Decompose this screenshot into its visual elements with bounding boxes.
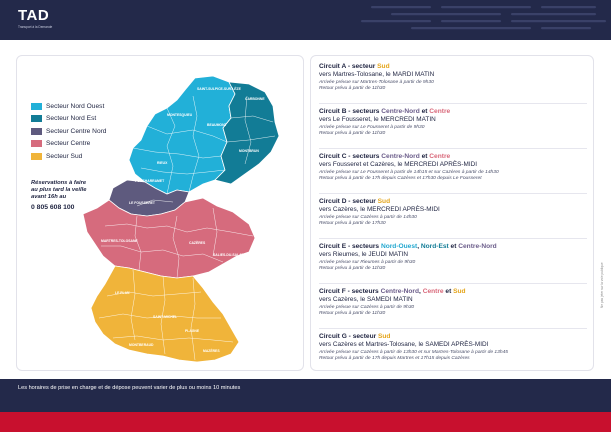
town-label: POUCHARRAMET	[135, 179, 165, 183]
legend-label: Secteur Centre Nord	[46, 127, 107, 135]
divider	[319, 148, 587, 149]
legend-label: Secteur Sud	[46, 152, 83, 160]
town-label: PLAGNE	[185, 329, 200, 333]
town-label: MAZÈRES	[203, 348, 220, 353]
circuit-arrival: Arrivée prévue sur Cazères à partir de 9…	[319, 304, 415, 310]
town-label: CARBONNE	[245, 97, 265, 101]
sector-sud	[90, 265, 240, 363]
town-label: SALIES-DU-SALAT	[213, 253, 244, 257]
circuit-destination: vers Martres-Tolosane, le MARDI MATIN	[319, 71, 435, 78]
circuit-return: Retour prévu à partir de 11h30	[319, 85, 386, 91]
circuit-arrival: Arrivée prévue sur Rieumes à partir de 9…	[319, 259, 416, 265]
circuit-d: Circuit D - secteur Sud vers Cazères, le…	[319, 195, 587, 229]
legend-label: Secteur Centre	[46, 140, 91, 148]
circuit-destination: vers Le Fousseret, le MERCREDI MATIN	[319, 116, 436, 123]
vertical-note: Ne pas jeter sur la voie publique	[600, 262, 604, 308]
town-label: CAZÈRES	[189, 240, 206, 245]
circuit-arrival: Arrivée prévue sur Cazères à partir de 1…	[319, 349, 509, 355]
legend-item-sud: Secteur Sud	[31, 150, 106, 163]
circuit-return: Retour prévu à partir de 11h30	[319, 310, 386, 316]
circuit-destination: vers Rieumes, le JEUDI MATIN	[319, 251, 409, 258]
legend-item-nord-est: Secteur Nord Est	[31, 113, 106, 126]
divider	[319, 328, 587, 329]
legend-item-centre-nord: Secteur Centre Nord	[31, 125, 106, 138]
circuit-return: Retour prévu à partir de 17h30	[319, 220, 386, 226]
circuit-c: Circuit C - secteurs Centre-Nord et Cent…	[319, 150, 587, 184]
town-label: SAINT-SULPICE-SUR-LÈZE	[197, 86, 242, 91]
circuit-f: Circuit F - secteurs Centre-Nord, Centre…	[319, 285, 587, 319]
town-label: MONTESQUIEU	[167, 113, 193, 117]
circuit-return: Retour prévu à partir de 17h depuis Cazè…	[319, 175, 482, 181]
circuit-arrival: Arrivée prévue sur Le Fousseret à partir…	[319, 124, 425, 130]
circuit-return: Retour prévu à partir de 17h depuis Mart…	[319, 355, 470, 361]
circuit-title: Circuit A - secteur Sud	[319, 63, 390, 70]
legend-label: Secteur Nord Ouest	[46, 102, 105, 110]
circuit-arrival: Arrivée prévue sur Martres-Tolosane à pa…	[319, 79, 434, 85]
town-label: LE PLAN	[115, 291, 130, 295]
circuit-e: Circuit E - secteurs Nord-Ouest, Nord-Es…	[319, 240, 587, 274]
reservation-info: Réservations à faire au plus tard la vei…	[31, 180, 111, 211]
town-label: BEAUMONT	[207, 123, 228, 127]
circuit-title: Circuit C - secteurs Centre-Nord et Cent…	[319, 153, 451, 160]
commune-borders	[98, 95, 276, 361]
footer-accent-stripe	[0, 412, 611, 432]
circuit-return: Retour prévu à partir de 11h30	[319, 130, 386, 136]
town-label: MARTRES-TOLOSANE	[101, 239, 138, 243]
circuit-destination: vers Cazères, le SAMEDI MATIN	[319, 296, 413, 303]
town-label: RIEUX	[157, 161, 168, 165]
circuit-b: Circuit B - secteurs Centre-Nord et Cent…	[319, 105, 587, 139]
footer-note: Les horaires de prise en charge et de dé…	[18, 385, 241, 391]
circuit-g: Circuit G - secteur Sud vers Cazères et …	[319, 330, 587, 364]
reservation-line: au plus tard la veille	[31, 187, 87, 194]
legend-item-centre: Secteur Centre	[31, 138, 106, 151]
circuits-panel: Circuit A - secteur Sud vers Martres-Tol…	[310, 55, 594, 371]
legend-item-nord-ouest: Secteur Nord Ouest	[31, 100, 106, 113]
circuit-title: Circuit D - secteur Sud	[319, 198, 391, 205]
legend-label: Secteur Nord Est	[46, 115, 97, 123]
legend-swatch	[31, 152, 42, 160]
reservation-line: Réservations à faire	[31, 180, 87, 186]
map-panel: SAINT-SULPICE-SUR-LÈZE CARBONNE MONTESQU…	[16, 55, 304, 371]
town-label: SAINT-MICHEL	[153, 315, 177, 319]
circuit-arrival: Arrivée prévue sur Le Fousseret à partir…	[319, 169, 499, 175]
town-label: LE FOUSSERET	[129, 201, 156, 205]
divider	[319, 238, 587, 239]
reservation-phone[interactable]: 0 805 608 100	[31, 203, 75, 211]
reservation-line: avant 16h au	[31, 194, 67, 201]
circuit-destination: vers Cazères et Martres-Tolosane, le SAM…	[319, 341, 489, 348]
circuit-title: Circuit B - secteurs Centre-Nord et Cent…	[319, 108, 451, 115]
circuit-title: Circuit E - secteurs Nord-Ouest, Nord-Es…	[319, 243, 497, 250]
circuit-title: Circuit G - secteur Sud	[319, 333, 391, 340]
town-labels: SAINT-SULPICE-SUR-LÈZE CARBONNE MONTESQU…	[101, 86, 265, 353]
divider	[319, 283, 587, 284]
logo: TAD Transport à la Demande	[18, 7, 52, 29]
town-label: MONTBERAUD	[129, 343, 154, 347]
logo-text: TAD	[18, 7, 50, 24]
circuit-return: Retour prévu à partir de 11h30	[319, 265, 386, 271]
legend-swatch	[31, 140, 42, 148]
circuit-destination: vers Cazères, le MERCREDI APRÈS-MIDI	[319, 206, 440, 213]
map-legend: Secteur Nord Ouest Secteur Nord Est Sect…	[31, 100, 106, 163]
footer-bar: Les horaires de prise en charge et de dé…	[0, 379, 611, 432]
divider	[319, 103, 587, 104]
circuit-a: Circuit A - secteur Sud vers Martres-Tol…	[319, 60, 587, 94]
header-decoration	[361, 6, 606, 30]
header-bar: TAD Transport à la Demande	[0, 0, 611, 40]
circuit-arrival: Arrivée prévue sur Cazères à partir de 1…	[319, 214, 417, 220]
circuit-destination: vers Fousseret et Cazères, le MERCREDI A…	[319, 161, 478, 168]
legend-swatch	[31, 115, 42, 123]
logo-tagline: Transport à la Demande	[18, 25, 53, 29]
town-label: MONTBRUN	[239, 149, 259, 153]
circuit-title: Circuit F - secteurs Centre-Nord, Centre…	[319, 288, 466, 295]
sector-map: SAINT-SULPICE-SUR-LÈZE CARBONNE MONTESQU…	[82, 75, 280, 363]
legend-swatch	[31, 102, 42, 110]
legend-swatch	[31, 127, 42, 135]
divider	[319, 193, 587, 194]
